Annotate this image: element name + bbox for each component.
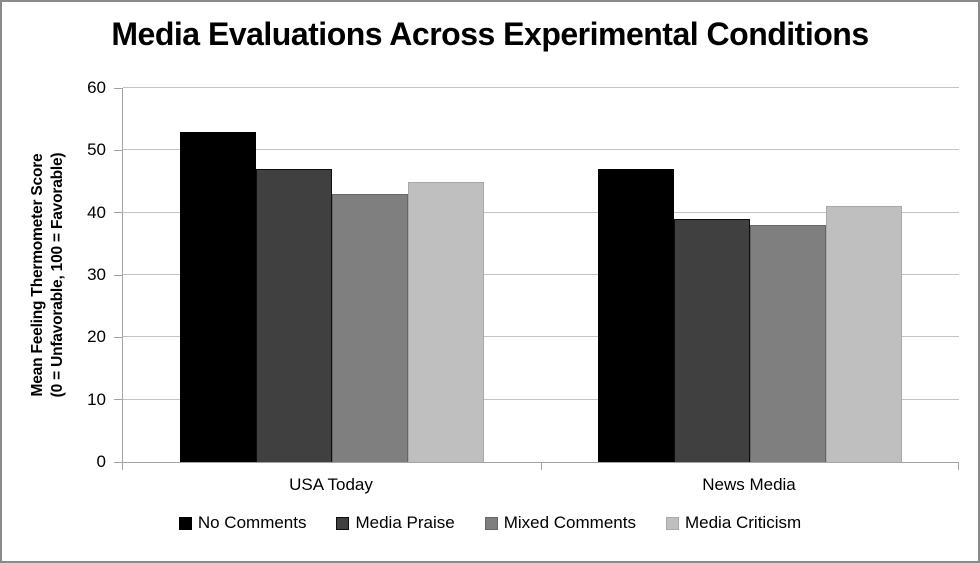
bar-media-criticism: [408, 181, 484, 462]
y-axis-tick-labels: 0 10 20 30 40 50 60: [2, 78, 106, 471]
bar-media-praise: [674, 218, 750, 462]
x-tick-mark-50: [540, 462, 542, 470]
y-tick-mark-30: [114, 274, 122, 276]
gridline-50: [123, 149, 959, 151]
chart-title: Media Evaluations Across Experimental Co…: [111, 16, 869, 52]
bar-no-comments: [598, 169, 674, 462]
legend-item-media-criticism: Media Criticism: [665, 513, 802, 533]
category-label-usa-today: USA Today: [289, 475, 373, 494]
legend-swatch-icon: [484, 516, 498, 530]
legend-swatch-icon: [336, 516, 350, 530]
legend-item-no-comments: No Comments: [178, 513, 307, 533]
x-axis-tick-marks: [122, 462, 959, 470]
x-axis-category-labels: USA Today News Media: [122, 475, 958, 495]
y-tick-mark-40: [114, 212, 122, 214]
legend-item-mixed-comments: Mixed Comments: [484, 513, 636, 533]
bar-group-usa-today: [123, 88, 541, 462]
y-axis-tick-marks: [114, 87, 122, 463]
bar-no-comments: [180, 131, 256, 462]
y-tick-label-10: 10: [87, 389, 106, 409]
y-tick-mark-60: [114, 87, 122, 89]
y-tick-mark-20: [114, 336, 122, 338]
bar-media-praise: [256, 169, 332, 462]
y-tick-label-40: 40: [87, 202, 106, 222]
x-tick-mark-100: [958, 462, 959, 470]
y-tick-label-50: 50: [87, 140, 106, 160]
legend: No Comments Media Praise Mixed Comments Med…: [2, 513, 978, 533]
gridline-10: [123, 398, 959, 400]
y-tick-label-20: 20: [87, 327, 106, 347]
bar-groups: [123, 88, 959, 462]
legend-swatch-icon: [665, 516, 679, 530]
y-tick-label-0: 0: [96, 452, 106, 471]
category-label-news-media: News Media: [702, 475, 796, 494]
legend-label: Media Praise: [355, 513, 455, 532]
y-tick-mark-10: [114, 399, 122, 401]
gridline-20: [123, 336, 959, 338]
legend-label: No Comments: [197, 513, 307, 532]
plot-area: [122, 87, 959, 463]
y-tick-label-30: 30: [87, 265, 106, 284]
bar-mixed-comments: [332, 193, 408, 462]
gridline-60: [123, 87, 959, 88]
bar-media-criticism: [826, 206, 902, 462]
y-tick-mark-0: [114, 461, 122, 463]
x-tick-mark-0: [122, 462, 123, 470]
bar-group-news-media: [541, 88, 959, 462]
legend-item-media-praise: Media Praise: [336, 513, 455, 533]
legend-label: Mixed Comments: [503, 513, 636, 532]
gridline-40: [123, 211, 959, 213]
y-tick-mark-50: [114, 149, 122, 151]
legend-label: Media Criticism: [684, 513, 802, 532]
y-tick-label-60: 60: [87, 78, 106, 97]
gridline-30: [123, 274, 959, 275]
legend-swatch-icon: [178, 516, 192, 530]
bar-mixed-comments: [750, 225, 826, 462]
